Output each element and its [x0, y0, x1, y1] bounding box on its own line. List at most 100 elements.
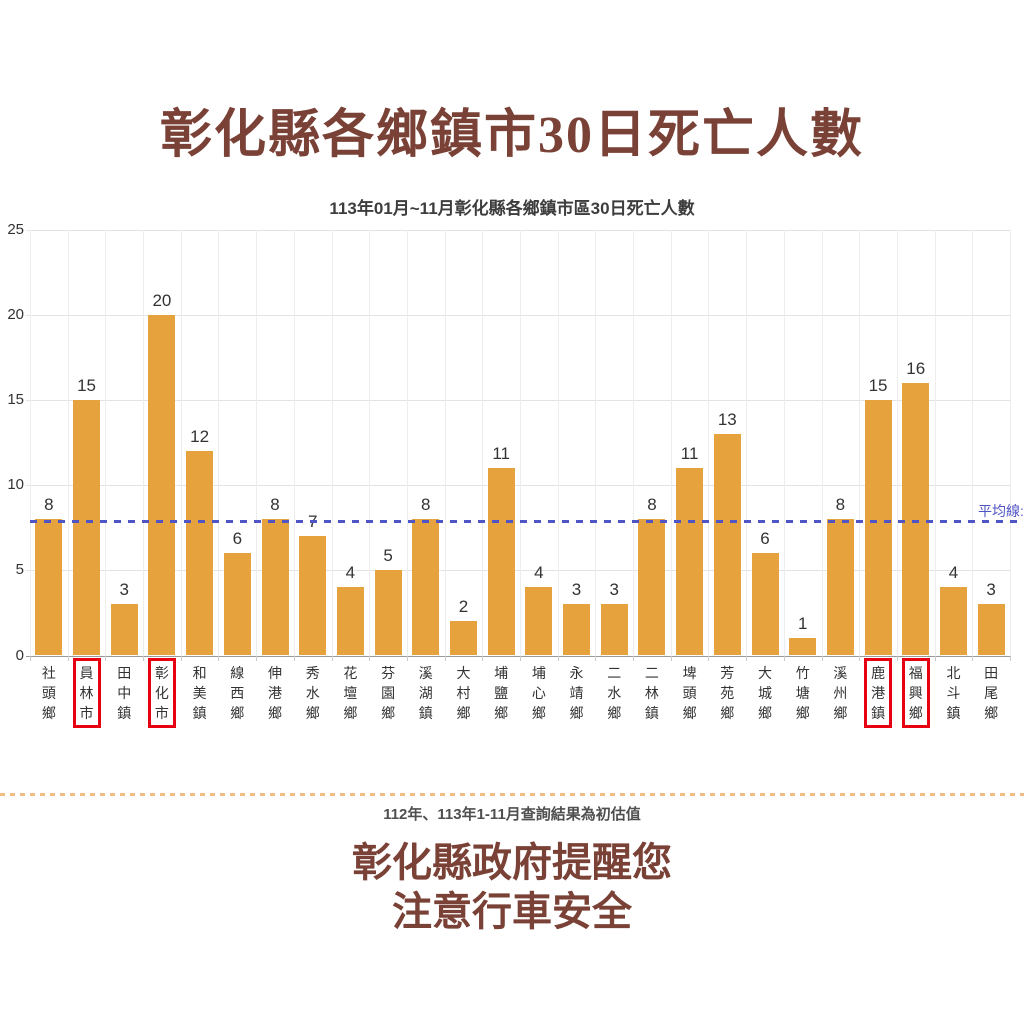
bar	[826, 519, 854, 656]
vertical-gridline	[482, 230, 484, 656]
vertical-gridline	[218, 230, 220, 656]
category-character: 化	[154, 685, 169, 701]
dashed-divider	[0, 793, 1024, 796]
vertical-gridline	[1010, 230, 1011, 656]
category-character: 湖	[418, 685, 433, 701]
bar-value-label: 3	[609, 580, 619, 600]
vertical-gridline	[143, 230, 145, 656]
x-axis-tick	[972, 655, 974, 661]
category-character: 市	[154, 705, 169, 721]
category-character: 頭	[682, 685, 697, 701]
category-character: 田	[117, 665, 132, 681]
bar-value-label: 3	[986, 580, 996, 600]
vertical-gridline	[896, 230, 898, 656]
category-character: 水	[305, 685, 320, 701]
x-axis-category-label: 埤頭鄉	[676, 658, 704, 728]
category-character: 鎮	[871, 705, 886, 721]
category-character: 伸	[268, 665, 282, 681]
category-character: 壇	[343, 685, 358, 701]
x-axis-category-label: 大城鄉	[751, 658, 779, 728]
footer-message-line2: 注意行車安全	[392, 889, 632, 934]
vertical-gridline	[293, 230, 295, 656]
bar	[638, 519, 666, 656]
category-character: 鄉	[41, 705, 56, 721]
category-character: 市	[79, 705, 94, 721]
category-character: 鄉	[758, 705, 772, 721]
category-character: 線	[230, 665, 245, 681]
bar-value-label: 5	[383, 546, 393, 566]
vertical-gridline	[595, 230, 597, 656]
category-character: 福	[908, 665, 923, 681]
x-axis-tick	[143, 655, 145, 661]
x-axis-category-label: 秀水鄉	[299, 658, 327, 728]
category-character: 鄉	[833, 705, 848, 721]
x-axis-category-label: 田中鎮	[110, 658, 138, 728]
category-character: 埤	[682, 665, 697, 681]
bar-value-label: 2	[458, 597, 469, 617]
bar	[148, 315, 176, 656]
category-character: 花	[343, 665, 358, 681]
bar	[336, 587, 364, 656]
x-axis-category-label: 二水鄉	[600, 658, 628, 728]
category-character: 北	[946, 665, 961, 681]
category-character: 二	[607, 665, 622, 681]
x-axis-tick	[331, 655, 333, 661]
bar	[374, 570, 402, 656]
vertical-gridline	[520, 230, 521, 656]
bar	[751, 553, 779, 656]
y-axis-tick-label: 25	[7, 221, 24, 238]
bar-value-label: 15	[77, 376, 96, 396]
x-axis-tick	[746, 655, 748, 661]
bar-value-label: 8	[270, 495, 280, 515]
category-character: 鄉	[494, 705, 509, 721]
category-character: 鄉	[908, 705, 923, 721]
category-character: 鎮	[946, 705, 961, 721]
vertical-gridline	[105, 230, 107, 656]
bar	[600, 604, 628, 656]
y-axis-tick-label: 15	[7, 391, 24, 409]
bar	[789, 638, 817, 656]
x-axis-category-label: 竹塘鄉	[789, 658, 817, 728]
category-character: 鄉	[984, 705, 999, 721]
x-axis-tick	[67, 655, 69, 661]
bar	[35, 519, 63, 656]
category-character: 西	[230, 685, 245, 701]
category-character: 和	[192, 665, 207, 681]
bar	[902, 383, 930, 656]
category-character: 埔	[494, 665, 509, 681]
horizontal-gridline	[26, 230, 1010, 231]
category-character: 鎮	[192, 705, 207, 721]
vertical-gridline	[67, 230, 69, 656]
category-character: 美	[192, 685, 207, 701]
x-axis-line	[26, 655, 1010, 657]
category-character: 靖	[569, 685, 584, 701]
bar-value-label: 11	[492, 444, 510, 464]
x-axis-category-label: 線西鄉	[223, 658, 251, 728]
x-axis-tick	[595, 655, 597, 661]
x-axis-category-label-highlighted: 福興鄉	[901, 658, 930, 728]
vertical-gridline	[859, 230, 861, 656]
category-character: 鄉	[456, 705, 471, 721]
vertical-gridline	[180, 230, 182, 656]
x-axis-category-label-highlighted: 鹿港鎮	[864, 658, 893, 728]
bar-value-label: 8	[835, 495, 846, 515]
x-axis-category-label: 溪湖鎮	[412, 658, 440, 728]
x-axis-category-label: 溪州鄉	[826, 658, 854, 728]
bar	[73, 400, 101, 656]
x-axis-category-label-highlighted: 員林市	[72, 658, 101, 728]
category-character: 水	[607, 685, 622, 701]
bar-value-label: 6	[760, 529, 770, 549]
category-character: 頭	[41, 685, 56, 701]
bar-value-label: 20	[152, 291, 172, 311]
category-character: 溪	[418, 665, 433, 681]
bar-value-label: 11	[680, 444, 699, 464]
x-axis-tick	[482, 655, 484, 661]
bar	[977, 604, 1005, 656]
x-axis-tick	[218, 655, 220, 661]
category-character: 鄉	[305, 705, 320, 721]
x-axis-tick	[934, 655, 936, 661]
category-character: 大	[758, 665, 772, 681]
x-axis-tick	[633, 655, 635, 661]
category-character: 鄉	[531, 705, 546, 721]
